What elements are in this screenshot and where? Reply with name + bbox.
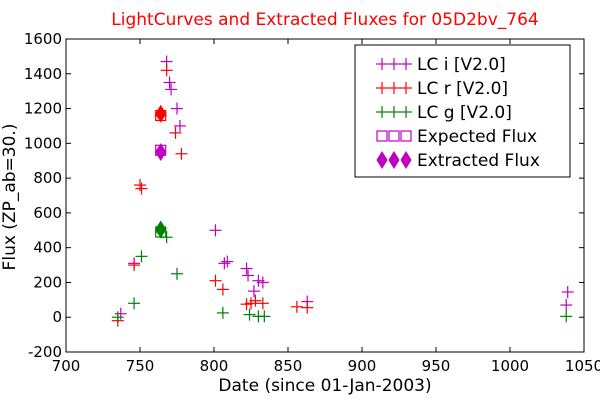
point-plus bbox=[135, 250, 148, 263]
point-plus bbox=[561, 286, 574, 299]
point-plus bbox=[249, 294, 262, 307]
y-axis-label: Flux (ZP_ab=30.) bbox=[0, 124, 20, 271]
x-tick-label: 950 bbox=[422, 357, 451, 375]
x-tick-label: 850 bbox=[274, 357, 303, 375]
y-tick-label: 800 bbox=[33, 169, 62, 187]
legend: LC i [V2.0] LC r [V2.0] LC g [V2.0] Expecte… bbox=[354, 44, 571, 178]
y-tick-label: 200 bbox=[33, 273, 62, 291]
point-plus bbox=[258, 310, 271, 323]
point-plus bbox=[128, 259, 141, 272]
point-plus bbox=[216, 283, 229, 296]
legend-marker bbox=[388, 106, 400, 118]
legend-marker bbox=[388, 82, 400, 94]
x-tick-label: 750 bbox=[126, 357, 155, 375]
legend-marker bbox=[388, 58, 400, 70]
point-plus bbox=[111, 311, 124, 324]
legend-marker bbox=[388, 130, 400, 142]
point-plus bbox=[242, 269, 255, 282]
y-tick-label: -200 bbox=[28, 343, 62, 361]
x-tick-label: 700 bbox=[52, 357, 81, 375]
point-plus bbox=[171, 267, 183, 280]
y-tick-label: 600 bbox=[33, 204, 62, 222]
point-plus bbox=[175, 147, 188, 160]
y-tick-label: 1000 bbox=[24, 134, 62, 152]
legend-marker bbox=[388, 151, 400, 169]
point-plus bbox=[240, 262, 253, 275]
legend-marker bbox=[376, 82, 388, 94]
legend-label: LC r [V2.0] bbox=[417, 79, 508, 99]
y-tick-label: 1600 bbox=[24, 30, 62, 48]
legend-label: Expected Flux bbox=[417, 127, 537, 147]
point-plus bbox=[160, 64, 173, 77]
point-plus bbox=[560, 310, 573, 323]
legend-marker bbox=[376, 130, 388, 142]
y-tick-label: 1400 bbox=[24, 65, 62, 83]
point-diamond bbox=[155, 220, 167, 239]
point-plus bbox=[256, 297, 269, 310]
point-plus bbox=[135, 182, 148, 195]
x-tick-label: 1050 bbox=[565, 357, 600, 375]
x-axis-label: Date (since 01-Jan-2003) bbox=[218, 376, 431, 396]
point-plus bbox=[114, 307, 127, 320]
axis-ticks: 700 750 800 850 900 950 1000 1050 -200 0 200 400 600… bbox=[24, 30, 600, 375]
legend-marker bbox=[400, 106, 412, 118]
point-plus bbox=[560, 299, 573, 312]
legend-marker bbox=[400, 82, 412, 94]
point-plus bbox=[221, 255, 234, 268]
legend-marker bbox=[376, 58, 388, 70]
point-plus bbox=[256, 276, 269, 289]
point-plus bbox=[218, 257, 231, 270]
point-diamond bbox=[155, 104, 167, 123]
point-plus bbox=[163, 76, 176, 89]
point-plus bbox=[301, 301, 314, 314]
point-plus bbox=[216, 306, 229, 319]
point-plus bbox=[243, 308, 256, 321]
legend-marker bbox=[400, 151, 412, 169]
y-tick-label: 1200 bbox=[24, 100, 62, 118]
point-plus bbox=[128, 297, 141, 310]
point-plus bbox=[171, 102, 183, 115]
point-plus bbox=[290, 300, 303, 313]
point-plus bbox=[173, 119, 186, 132]
x-tick-label: 1000 bbox=[491, 357, 529, 375]
point-plus bbox=[165, 83, 178, 96]
point-plus bbox=[209, 274, 222, 287]
legend-marker bbox=[400, 58, 412, 70]
point-plus bbox=[169, 126, 182, 139]
x-tick-label: 800 bbox=[200, 357, 229, 375]
y-tick-label: 400 bbox=[33, 239, 62, 257]
point-plus bbox=[247, 285, 260, 298]
legend-marker bbox=[376, 106, 388, 118]
data-marks bbox=[111, 55, 574, 327]
point-plus bbox=[134, 179, 146, 192]
y-tick-label: 0 bbox=[52, 308, 62, 326]
plot-frame bbox=[65, 38, 585, 353]
legend-marker bbox=[400, 130, 412, 142]
legend-label: Extracted Flux bbox=[417, 151, 540, 171]
legend-label: LC i [V2.0] bbox=[417, 55, 506, 75]
legend-label: LC g [V2.0] bbox=[417, 103, 512, 123]
legend-marker bbox=[376, 151, 388, 169]
chart-title: LightCurves and Extracted Fluxes for 05D… bbox=[111, 10, 538, 30]
point-diamond bbox=[155, 143, 167, 161]
legend-box bbox=[354, 44, 571, 178]
x-tick-label: 900 bbox=[348, 357, 377, 375]
point-plus bbox=[209, 224, 222, 237]
